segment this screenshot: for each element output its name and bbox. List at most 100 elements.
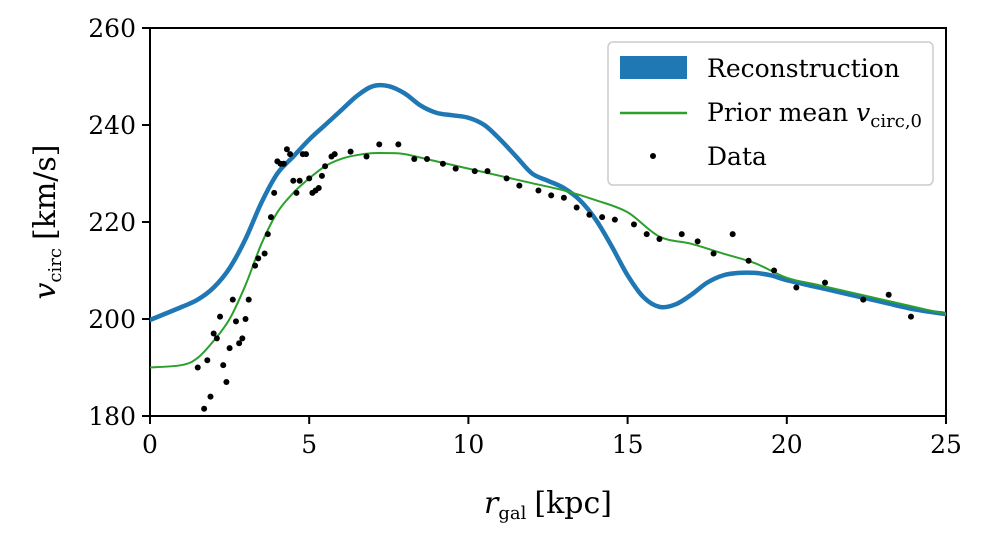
- data-point: [548, 192, 555, 199]
- data-point: [395, 141, 402, 148]
- data-point: [793, 284, 800, 291]
- data-point: [223, 379, 230, 386]
- data-point: [245, 296, 252, 303]
- y-tick-label: 200: [88, 305, 136, 334]
- data-point: [885, 291, 892, 298]
- x-tick-label: 25: [930, 430, 962, 459]
- data-point: [729, 231, 736, 238]
- data-point: [484, 168, 491, 175]
- data-point: [296, 177, 303, 184]
- data-point: [630, 221, 637, 228]
- legend: Reconstruction Prior mean vcirc,0 Data: [607, 41, 934, 186]
- y-tick-label: 240: [88, 111, 136, 140]
- x-axis-title-var: r: [484, 486, 500, 521]
- data-point: [255, 255, 262, 262]
- data-point: [220, 362, 227, 369]
- legend-box: [607, 41, 934, 186]
- x-axis-ticks: 0 5 10 15 20 25: [142, 416, 962, 459]
- data-point: [643, 231, 650, 238]
- data-point: [306, 175, 313, 182]
- data-point: [516, 182, 523, 189]
- data-point: [363, 153, 370, 160]
- data-point: [535, 187, 542, 194]
- x-tick-label: 10: [452, 430, 484, 459]
- data-point: [424, 155, 431, 162]
- data-point: [226, 345, 233, 352]
- data-point: [907, 313, 914, 320]
- data-point: [318, 172, 325, 179]
- data-point: [264, 231, 271, 238]
- y-axis-title-unit: [km/s]: [28, 144, 63, 240]
- y-axis-title-var: v: [28, 283, 63, 300]
- data-point: [283, 146, 290, 153]
- data-point: [303, 151, 310, 158]
- data-point: [287, 151, 294, 158]
- legend-prior-var: v: [856, 98, 870, 127]
- legend-prior-sub: circ,0: [870, 111, 922, 132]
- data-point: [252, 262, 259, 269]
- legend-reconstruction-label: Reconstruction: [707, 54, 900, 83]
- data-point: [710, 250, 717, 257]
- y-axis-title: vcirc [km/s]: [28, 144, 66, 299]
- data-point: [293, 189, 300, 196]
- data-point: [207, 393, 214, 400]
- x-axis-title-sub: gal: [498, 503, 526, 524]
- data-point: [376, 141, 383, 148]
- y-tick-label: 220: [88, 208, 136, 237]
- x-axis-title: rgal [kpc]: [484, 486, 612, 524]
- data-point: [560, 194, 567, 201]
- data-point: [860, 296, 867, 303]
- data-point: [322, 163, 329, 170]
- data-point: [217, 313, 224, 320]
- x-tick-label: 5: [301, 430, 317, 459]
- y-axis-ticks: 180 200 220 240 260: [88, 14, 150, 431]
- reconstruction-line: [150, 82, 946, 323]
- data-point: [347, 148, 354, 155]
- data-point: [771, 267, 778, 274]
- data-point: [694, 238, 701, 245]
- legend-reconstruction-swatch: [620, 56, 687, 79]
- data-point: [503, 175, 510, 182]
- data-point: [290, 177, 297, 184]
- y-tick-label: 180: [88, 402, 136, 431]
- data-point: [232, 318, 239, 325]
- y-tick-label: 260: [88, 14, 136, 43]
- data-point: [411, 155, 418, 162]
- data-point: [315, 185, 322, 192]
- data-point: [822, 279, 829, 286]
- data-point: [573, 204, 580, 211]
- data-point: [236, 340, 243, 347]
- series-layer: [150, 82, 946, 412]
- data-point: [471, 168, 478, 175]
- data-point: [586, 211, 593, 218]
- data-point: [242, 316, 249, 322]
- prior-mean-line: [150, 151, 946, 369]
- x-tick-label: 0: [142, 430, 158, 459]
- data-point: [239, 335, 246, 342]
- data-point: [210, 330, 217, 337]
- data-point: [331, 151, 338, 158]
- data-point: [201, 405, 208, 412]
- data-point: [194, 364, 201, 371]
- data-point: [745, 257, 752, 264]
- data-point: [204, 357, 211, 364]
- data-point: [439, 160, 446, 167]
- data-point: [611, 216, 618, 223]
- x-tick-label: 15: [612, 430, 644, 459]
- data-point: [452, 165, 459, 172]
- data-point: [267, 214, 274, 221]
- data-point: [271, 189, 278, 196]
- data-point: [280, 160, 287, 167]
- data-point: [261, 250, 268, 257]
- legend-prior-label: Prior mean vcirc,0: [707, 98, 922, 132]
- legend-data-label: Data: [707, 142, 767, 171]
- y-axis-title-sub: circ: [45, 248, 66, 283]
- x-axis-title-unit: [kpc]: [534, 486, 612, 521]
- legend-prior-text: Prior mean: [707, 98, 856, 127]
- data-point: [229, 296, 236, 303]
- legend-data-marker: [650, 153, 656, 159]
- data-point: [678, 231, 685, 238]
- data-point: [656, 235, 663, 242]
- data-point: [599, 214, 606, 221]
